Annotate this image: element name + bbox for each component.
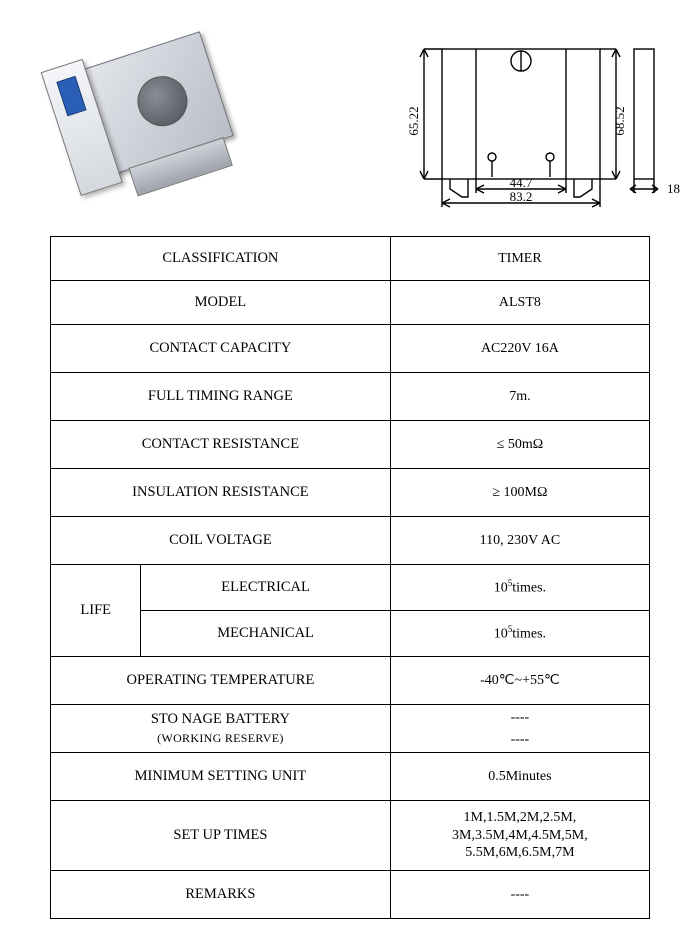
dim-w-outer: 83.2 (510, 189, 533, 204)
spec-label: CLASSIFICATION (51, 237, 391, 281)
table-row: STO NAGE BATTERY(WORKING RESERVE)-------… (51, 705, 650, 753)
spec-value: ≥ 100MΩ (390, 469, 649, 517)
table-row: COIL VOLTAGE110, 230V AC (51, 517, 650, 565)
spec-value: 105times. (390, 565, 649, 611)
spec-value: 110, 230V AC (390, 517, 649, 565)
spec-label: REMARKS (51, 871, 391, 919)
dim-h-right: 68.52 (612, 106, 627, 135)
spec-value: ALST8 (390, 281, 649, 325)
spec-value: -40℃~+55℃ (390, 657, 649, 705)
spec-value: ---- (390, 871, 649, 919)
spec-value: 7m. (390, 373, 649, 421)
top-image-row: 65.22 68.52 44.7 83.2 18 (20, 16, 680, 226)
spec-label: CONTACT RESISTANCE (51, 421, 391, 469)
spec-value: 1M,1.5M,2M,2.5M,3M,3.5M,4M,4.5M,5M,5.5M,… (390, 801, 649, 871)
dim-side-w: 18 (667, 181, 680, 196)
table-row: INSULATION RESISTANCE≥ 100MΩ (51, 469, 650, 517)
spec-table: CLASSIFICATIONTIMERMODELALST8CONTACT CAP… (50, 236, 650, 919)
spec-label: SET UP TIMES (51, 801, 391, 871)
spec-value: TIMER (390, 237, 649, 281)
spec-value: AC220V 16A (390, 325, 649, 373)
table-row: OPERATING TEMPERATURE-40℃~+55℃ (51, 657, 650, 705)
table-row: CONTACT RESISTANCE≤ 50mΩ (51, 421, 650, 469)
spec-value: 105times. (390, 611, 649, 657)
spec-label: FULL TIMING RANGE (51, 373, 391, 421)
table-row: LIFEELECTRICAL105times. (51, 565, 650, 611)
spec-sublabel: ELECTRICAL (141, 565, 390, 611)
spec-sublabel: MECHANICAL (141, 611, 390, 657)
table-row: CLASSIFICATIONTIMER (51, 237, 650, 281)
table-row: MECHANICAL105times. (51, 611, 650, 657)
spec-label: MODEL (51, 281, 391, 325)
table-row: REMARKS---- (51, 871, 650, 919)
table-row: MINIMUM SETTING UNIT0.5Minutes (51, 753, 650, 801)
spec-label-life: LIFE (51, 565, 141, 657)
table-row: FULL TIMING RANGE7m. (51, 373, 650, 421)
dim-h-left: 65.22 (406, 106, 421, 135)
spec-label: INSULATION RESISTANCE (51, 469, 391, 517)
table-row: MODELALST8 (51, 281, 650, 325)
spec-value: ≤ 50mΩ (390, 421, 649, 469)
table-row: CONTACT CAPACITYAC220V 16A (51, 325, 650, 373)
spec-label: STO NAGE BATTERY(WORKING RESERVE) (51, 705, 391, 753)
table-row: SET UP TIMES1M,1.5M,2M,2.5M,3M,3.5M,4M,4… (51, 801, 650, 871)
dimension-diagram: 65.22 68.52 44.7 83.2 18 (380, 31, 680, 211)
dim-w-inner: 44.7 (510, 175, 533, 190)
product-photo (20, 21, 280, 221)
spec-label: OPERATING TEMPERATURE (51, 657, 391, 705)
spec-label: MINIMUM SETTING UNIT (51, 753, 391, 801)
spec-label: COIL VOLTAGE (51, 517, 391, 565)
spec-value: 0.5Minutes (390, 753, 649, 801)
spec-value: -------- (390, 705, 649, 753)
spec-label: CONTACT CAPACITY (51, 325, 391, 373)
